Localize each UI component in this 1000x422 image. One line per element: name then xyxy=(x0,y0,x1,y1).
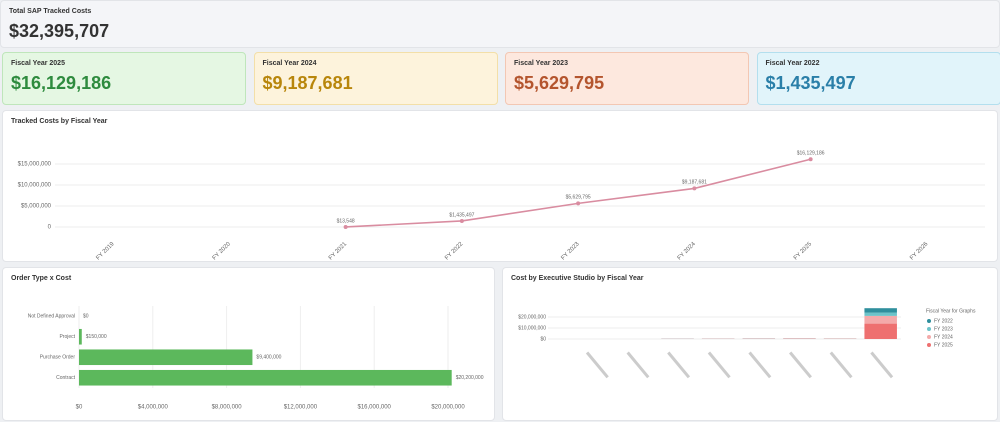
header-value: $32,395,707 xyxy=(9,21,109,42)
data-label: $0 xyxy=(83,314,89,320)
x-tick-label: FY 2019 xyxy=(95,241,116,262)
legend-label: FY 2022 xyxy=(934,318,953,324)
legend-label: FY 2025 xyxy=(934,342,953,348)
x-tick-label: FY 2024 xyxy=(677,241,698,262)
kpi-card: Fiscal Year 2022 $1,435,497 xyxy=(757,52,1000,105)
legend-label: FY 2023 xyxy=(934,326,953,332)
x-tick-label: $16,000,000 xyxy=(358,405,392,411)
legend-swatch xyxy=(927,327,931,331)
x-tick-label: FY 2021 xyxy=(328,241,349,262)
x-tick xyxy=(668,350,689,380)
card-title: Fiscal Year 2025 xyxy=(11,60,65,67)
bar-segment xyxy=(864,313,897,316)
data-label: $1,435,497 xyxy=(449,212,474,218)
x-tick-label: $0 xyxy=(76,405,83,411)
legend-swatch xyxy=(927,319,931,323)
point xyxy=(344,225,348,229)
data-label: $5,629,795 xyxy=(566,195,591,201)
y-tick-label: Contract xyxy=(56,375,76,381)
x-tick-label: $8,000,000 xyxy=(212,405,243,411)
chart-title: Order Type x Cost xyxy=(11,275,71,282)
line-panel: Tracked Costs by Fiscal Year 0$5,000,000… xyxy=(2,110,998,262)
kpi-card: Fiscal Year 2025 $16,129,186 xyxy=(2,52,246,105)
x-tick xyxy=(790,350,811,380)
card-value: $5,629,795 xyxy=(514,73,604,94)
header-title: Total SAP Tracked Costs xyxy=(9,8,91,15)
card-value: $1,435,497 xyxy=(766,73,856,94)
kpi-card: Fiscal Year 2023 $5,629,795 xyxy=(505,52,749,105)
line-chart: 0 $5,000,000 $10,000,000 $15,000,000 FY 2019… xyxy=(3,111,999,263)
legend-title: Fiscal Year for Graphs xyxy=(926,308,976,314)
line xyxy=(346,159,811,227)
x-tick xyxy=(750,350,771,380)
card-value: $9,187,681 xyxy=(263,73,353,94)
x-tick xyxy=(587,350,608,380)
x-tick-label: $20,000,000 xyxy=(431,405,465,411)
legend-label: FY 2024 xyxy=(934,334,953,340)
y-tick-label: $10,000,000 xyxy=(518,325,546,331)
y-tick-label: Project xyxy=(59,334,75,340)
y-tick-label: Purchase Order xyxy=(40,355,76,361)
data-label: $16,129,186 xyxy=(797,151,825,157)
hbar-panel: $0 $4,000,000 $8,000,000 $12,000,000 $16,000… xyxy=(2,267,495,421)
point xyxy=(809,157,813,161)
x-tick-label: FY 2020 xyxy=(212,241,233,262)
y-tick-label: $10,000,000 xyxy=(18,183,52,189)
y-tick-label: $5,000,000 xyxy=(21,204,52,210)
card-title: Fiscal Year 2024 xyxy=(263,60,317,67)
x-tick xyxy=(709,350,730,380)
x-tick-label: FY 2023 xyxy=(560,241,581,262)
y-tick-label: Not Defined Approval xyxy=(28,314,75,320)
bar xyxy=(79,349,252,365)
x-tick-label: FY 2026 xyxy=(909,241,930,262)
legend-swatch xyxy=(927,343,931,347)
y-tick-label: $15,000,000 xyxy=(18,162,52,168)
point xyxy=(692,186,696,190)
chart-title: Cost by Executive Studio by Fiscal Year xyxy=(511,275,644,282)
point xyxy=(460,219,464,223)
y-tick-label: $0 xyxy=(540,336,546,342)
point xyxy=(576,201,580,205)
x-tick xyxy=(628,350,649,380)
data-label: $13,548 xyxy=(337,218,355,224)
stacked-chart: $0 $10,000,000 $20,000,000 Fiscal Year for … xyxy=(503,268,999,422)
x-tick xyxy=(871,350,892,380)
hbar-chart: $0 $4,000,000 $8,000,000 $12,000,000 $16,000… xyxy=(3,268,496,422)
bar xyxy=(79,370,452,386)
card-title: Fiscal Year 2022 xyxy=(766,60,820,67)
data-label: $9,187,681 xyxy=(682,180,707,186)
bar xyxy=(79,329,82,345)
card-value: $16,129,186 xyxy=(11,73,111,94)
x-tick-label: FY 2022 xyxy=(444,241,465,262)
kpi-card: Fiscal Year 2024 $9,187,681 xyxy=(254,52,498,105)
bar-segment xyxy=(864,308,897,312)
x-tick-label: $4,000,000 xyxy=(138,405,169,411)
x-tick-label: $12,000,000 xyxy=(284,405,318,411)
card-title: Fiscal Year 2023 xyxy=(514,60,568,67)
legend-swatch xyxy=(927,335,931,339)
y-tick-label: 0 xyxy=(48,225,52,231)
y-tick-label: $20,000,000 xyxy=(518,314,546,320)
bar-segment xyxy=(864,316,897,324)
data-label: $20,200,000 xyxy=(456,375,484,381)
stacked-panel: $0 $10,000,000 $20,000,000 Fiscal Year for … xyxy=(502,267,998,421)
data-label: $150,000 xyxy=(86,334,107,340)
x-tick xyxy=(831,350,852,380)
x-tick-label: FY 2025 xyxy=(793,241,814,262)
header: Total SAP Tracked Costs $32,395,707 xyxy=(0,0,1000,48)
data-label: $9,400,000 xyxy=(256,355,281,361)
bar-segment xyxy=(864,324,897,339)
